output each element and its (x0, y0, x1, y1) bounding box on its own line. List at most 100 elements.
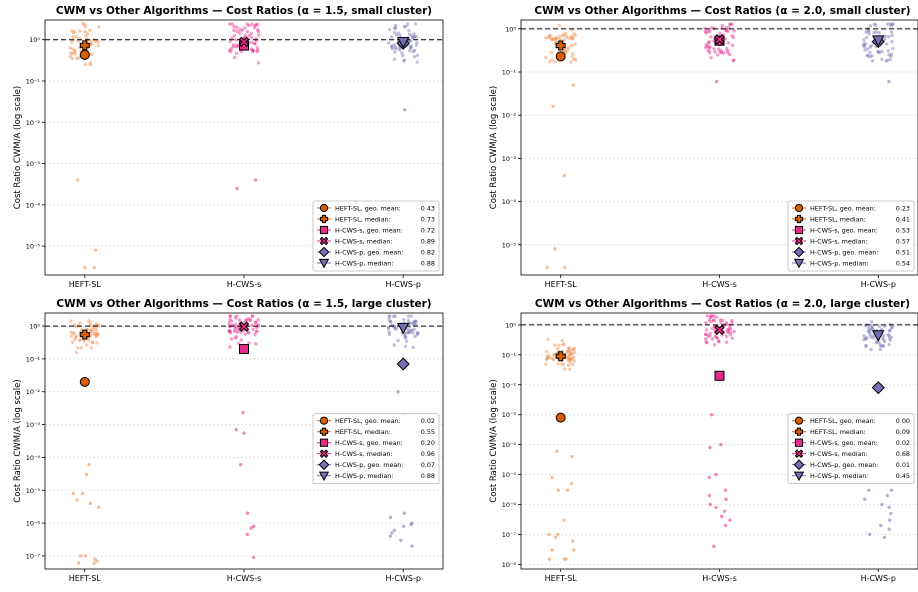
data-point-outlier (93, 248, 98, 252)
data-point (71, 30, 75, 35)
data-point-outlier (92, 266, 97, 270)
data-point (881, 336, 885, 341)
y-tick-label: 10⁰ (29, 36, 40, 44)
data-point (88, 61, 92, 65)
data-point (234, 51, 239, 56)
data-point (713, 334, 718, 339)
data-point (387, 332, 392, 337)
data-point (883, 37, 887, 41)
median-marker-heft-sl (555, 40, 566, 51)
data-point (409, 329, 413, 333)
data-point (862, 334, 866, 338)
data-point (868, 328, 872, 332)
data-point (713, 50, 717, 54)
x-tick-label: H-CWS-s (702, 280, 737, 289)
x-tick-label: H-CWS-s (227, 574, 262, 583)
data-point (94, 40, 98, 44)
data-point (402, 58, 406, 62)
data-point (545, 357, 549, 361)
data-point (886, 49, 891, 53)
data-point (391, 314, 396, 318)
data-point-outlier (392, 528, 397, 533)
data-point (387, 27, 392, 32)
legend-marker-x (794, 449, 804, 459)
data-point (870, 326, 875, 331)
data-point-outlier (555, 449, 559, 453)
data-point (228, 318, 232, 322)
data-point (868, 334, 873, 339)
data-point (229, 50, 233, 54)
geo-mean-marker-heft-sl (555, 51, 566, 62)
data-point (406, 330, 411, 334)
data-point-outlier (564, 557, 568, 561)
data-point (256, 29, 261, 34)
data-point (572, 32, 576, 36)
data-point (568, 367, 572, 371)
data-point (231, 45, 235, 49)
legend-label: HEFT-SL, median: (810, 428, 866, 436)
data-point (556, 362, 560, 366)
data-point (565, 355, 569, 359)
data-point (408, 39, 413, 43)
legend-marker-triangle-down (318, 471, 330, 482)
data-point-outlier (887, 527, 891, 531)
data-point-outlier (556, 532, 560, 537)
data-point (728, 330, 733, 335)
data-point (705, 314, 710, 318)
data-point (887, 53, 891, 57)
data-point (392, 57, 397, 61)
data-point (888, 57, 893, 62)
data-point (887, 342, 891, 347)
data-point (864, 337, 868, 341)
data-point-outlier (728, 518, 732, 522)
data-point (234, 314, 239, 318)
data-point-outlier (249, 526, 253, 530)
data-point (397, 48, 402, 52)
data-point (718, 31, 722, 36)
data-point (407, 29, 411, 33)
legend-marker-diamond (318, 459, 330, 471)
data-point (253, 23, 258, 28)
data-point (254, 329, 258, 334)
data-point (862, 337, 866, 342)
data-point (410, 36, 415, 40)
data-point-outlier (570, 539, 575, 543)
data-point (255, 329, 259, 333)
data-point (95, 331, 99, 335)
data-point (76, 346, 80, 350)
legend-label: H-CWS-p, geo. mean: (810, 461, 879, 469)
data-point (566, 46, 571, 50)
data-point (864, 30, 868, 34)
data-point (89, 42, 93, 46)
geo-mean-marker-h-cws-s (714, 370, 725, 381)
data-point (407, 32, 412, 37)
data-point (564, 34, 569, 39)
data-point (412, 322, 416, 326)
data-point (876, 50, 880, 54)
legend-box (312, 200, 440, 272)
chart-panel-1: 10⁻⁵ 10⁻⁴ 10⁻³ 10⁻² 10⁻¹ 10⁰ HEFT-SL H-CWS-s H-C… (13, 5, 444, 289)
data-point-outlier (714, 505, 718, 510)
data-point-outlier (78, 554, 83, 558)
data-point-outlier (245, 511, 250, 515)
data-point (862, 42, 866, 46)
series-heft-sl-points (544, 337, 577, 561)
legend-label: H-CWS-s, median: (810, 237, 868, 245)
data-point (887, 336, 892, 340)
data-point (712, 314, 716, 318)
data-point-outlier (709, 413, 714, 417)
data-point (872, 30, 876, 35)
data-point (546, 354, 550, 358)
data-point (227, 321, 231, 325)
data-point (392, 43, 397, 47)
data-point (545, 349, 549, 354)
data-point (253, 332, 257, 337)
data-point (720, 26, 724, 30)
data-point (731, 35, 736, 40)
geo-mean-marker-h-cws-p (396, 357, 410, 371)
data-point (567, 348, 571, 353)
data-point (250, 314, 255, 318)
data-point (704, 340, 708, 344)
data-point (862, 38, 866, 42)
